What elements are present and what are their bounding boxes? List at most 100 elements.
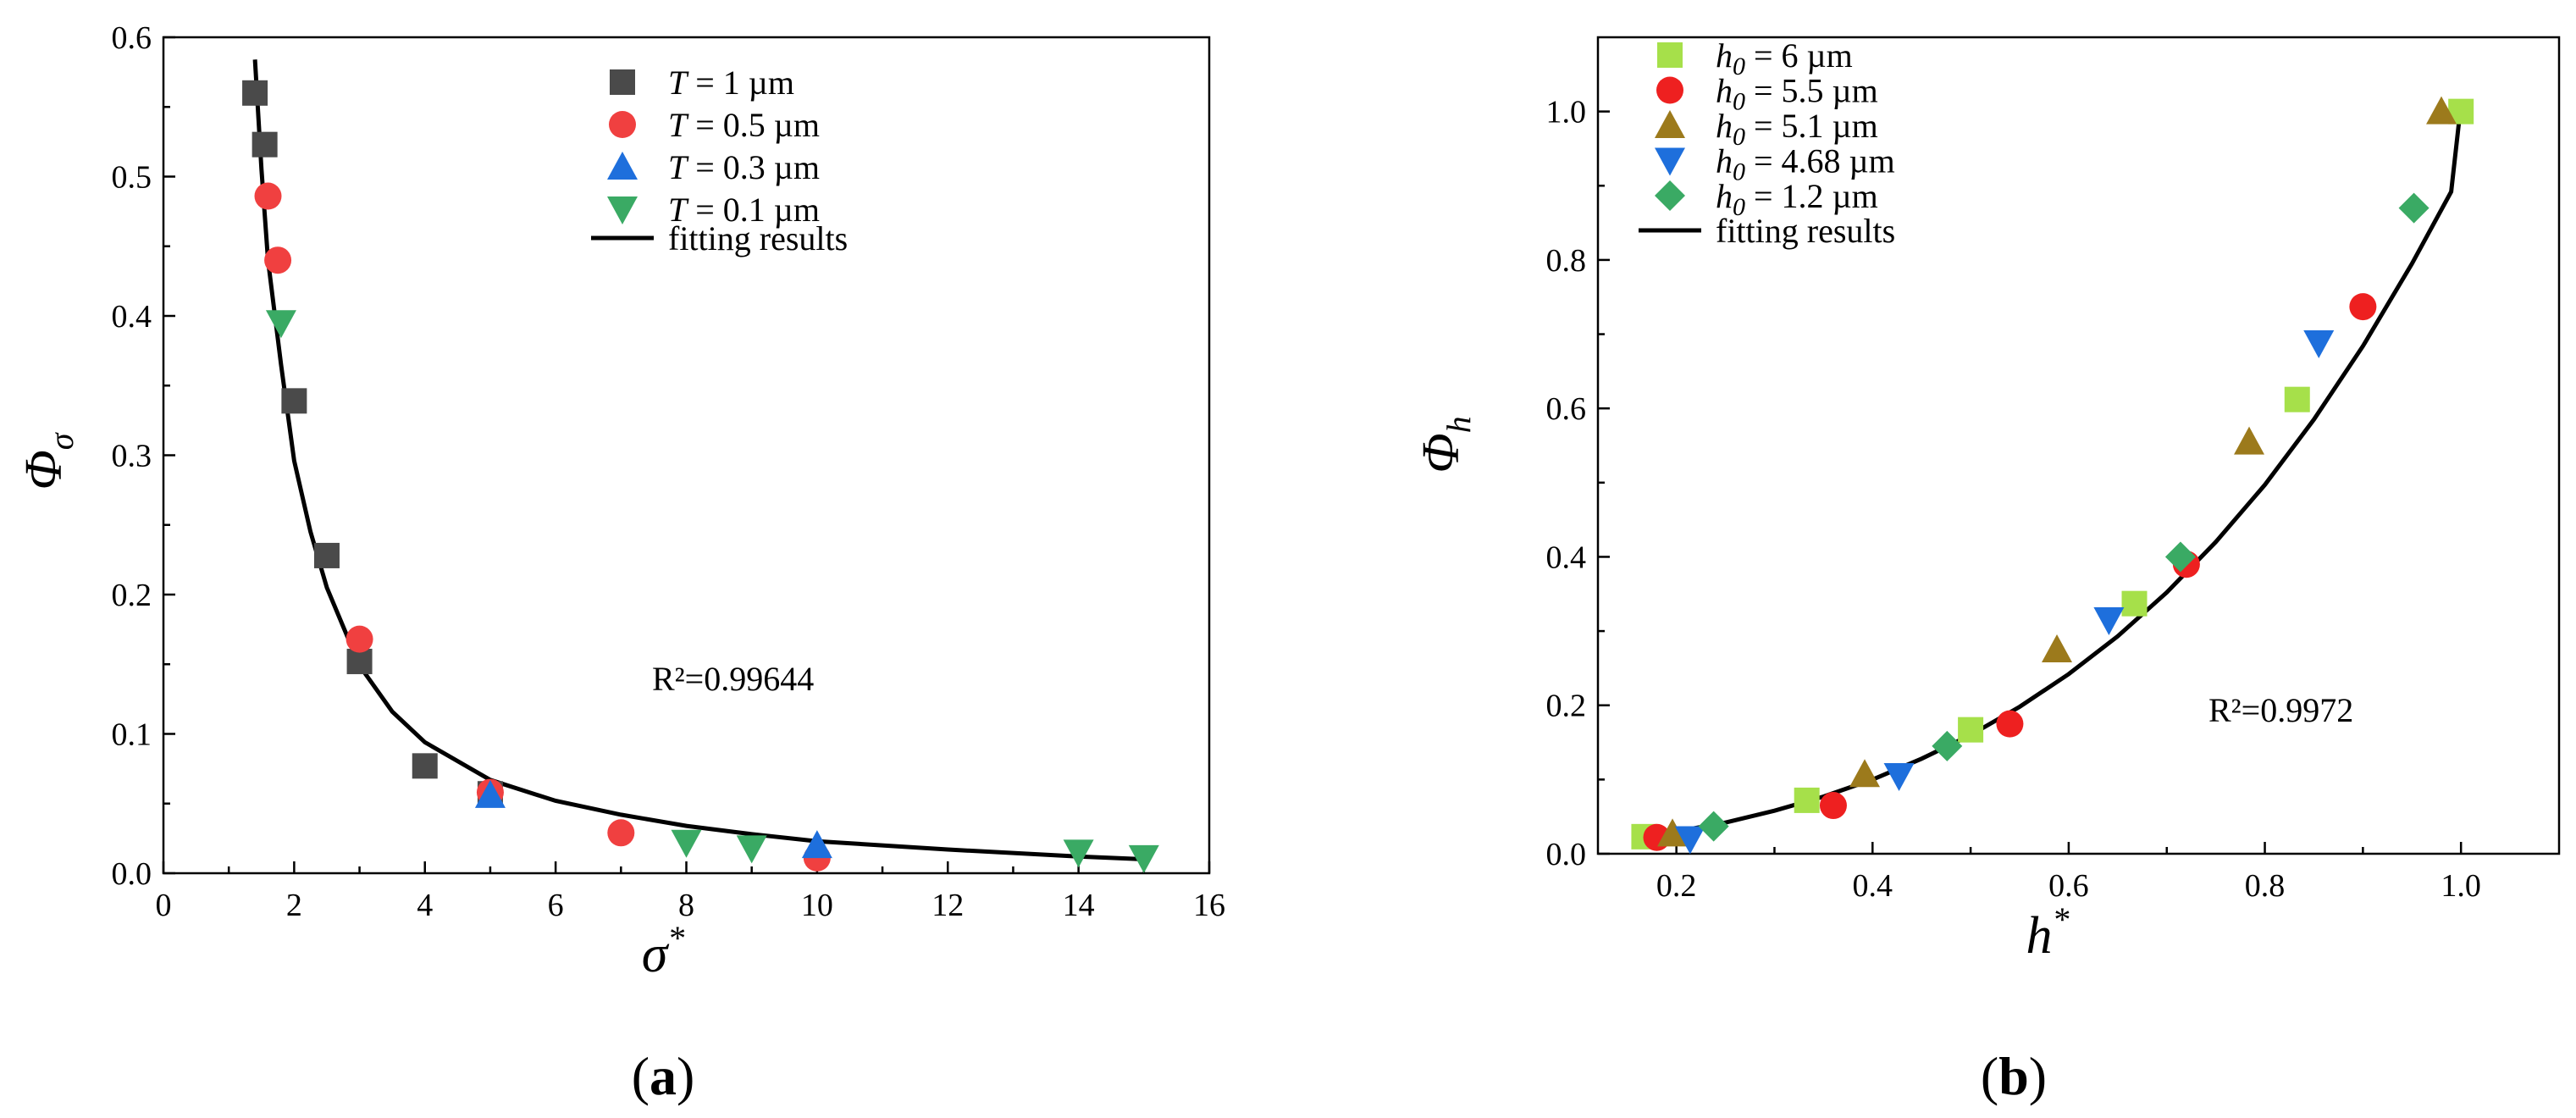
y-axis-subscript-b: h: [1440, 416, 1478, 433]
legend-label-2: h0 = 5.5 µm: [1716, 72, 1878, 116]
x-tick-label: 2: [286, 888, 302, 923]
y-tick-label: 0.4: [112, 299, 152, 335]
y-tick-label: 0.6: [112, 20, 152, 56]
legend-variable: T: [668, 191, 689, 229]
legend-variable: T: [668, 148, 689, 186]
axis-ticks-b: 0.2 0.4 0.6 0.8 1.0 0.0 0.2 0.4 0.6 0.8 1.0: [1546, 95, 2481, 904]
data-point-series-4: [1063, 839, 1094, 868]
data-point-series-1: [1958, 717, 1984, 743]
x-tick-label: 0.4: [1853, 868, 1893, 904]
y-tick-label: 0.0: [1546, 837, 1587, 872]
data-point-series-4: [2093, 606, 2125, 635]
legend-variable: h: [1716, 177, 1733, 215]
fit-curve: [1646, 103, 2463, 840]
x-tick-label: 6: [548, 888, 564, 923]
data-points-b: [1631, 96, 2474, 855]
x-tick-label: 14: [1063, 888, 1095, 923]
legend-marker-5: [1655, 180, 1685, 211]
data-point-series-3: [474, 779, 506, 808]
data-point-series-1: [1794, 787, 1820, 813]
legend-marker-2: [1656, 76, 1683, 104]
legend-label-4: h0 = 4.68 µm: [1716, 142, 1895, 186]
legend-marker-1: [1657, 42, 1683, 68]
data-point-series-4: [265, 310, 296, 339]
legend-value: = 0.3 µm: [687, 148, 820, 186]
data-point-series-1: [2121, 590, 2148, 617]
legend-value: = 5.1 µm: [1745, 107, 1878, 145]
data-point-series-1: [252, 131, 278, 158]
legend-marker-3: [607, 152, 638, 180]
x-axis-superscript-b: *: [2053, 900, 2070, 938]
data-point-series-1: [242, 80, 268, 106]
fit-layer-b: [1646, 103, 2463, 840]
y-tick-label: 1.0: [1546, 95, 1587, 130]
y-tick-label: 0.4: [1546, 540, 1587, 575]
data-points-a: [242, 80, 1159, 873]
data-point-series-2: [1996, 710, 2024, 738]
y-axis-symbol-a: Φ: [15, 450, 73, 490]
x-tick-label: 1.0: [2441, 868, 2481, 904]
y-tick-label: 0.6: [1546, 391, 1587, 427]
data-point-series-1: [2284, 386, 2310, 412]
x-tick-label: 12: [931, 888, 964, 923]
data-point-series-4: [2303, 330, 2335, 359]
data-point-series-2: [607, 819, 635, 847]
legend-label-1: T = 1 µm: [668, 64, 794, 102]
r-squared-label-b: R²=0.9972: [2208, 691, 2353, 729]
svg-text:Φσ: Φσ: [15, 432, 80, 490]
plot-frame-b: [1596, 36, 2561, 855]
legend-marker-4: [607, 196, 638, 224]
legend-variable: T: [668, 106, 689, 144]
svg-text:σ*: σ*: [642, 919, 685, 983]
y-tick-label: 0.2: [112, 578, 152, 613]
legend-value: = 0.1 µm: [687, 191, 820, 229]
y-tick-label: 0.2: [1546, 689, 1587, 724]
data-point-series-4: [1883, 762, 1915, 791]
legend-label-5: h0 = 1.2 µm: [1716, 177, 1878, 221]
legend-subscript: 0: [1733, 123, 1745, 151]
data-point-series-1: [281, 388, 307, 414]
legend-label-2: T = 0.5 µm: [668, 106, 820, 144]
x-axis-title-b: h*: [2026, 900, 2070, 965]
legend-fit-label: fitting results: [668, 219, 848, 257]
y-tick-label: 0.8: [1546, 243, 1587, 279]
legend-subscript: 0: [1733, 193, 1745, 221]
x-tick-label: 8: [678, 888, 694, 923]
legend-variable: h: [1716, 142, 1733, 180]
y-axis-symbol-b: Φ: [1412, 433, 1470, 473]
x-tick-label: 0: [156, 888, 172, 923]
y-tick-label: 0.1: [112, 717, 152, 753]
legend-variable: h: [1716, 72, 1733, 110]
data-point-series-1: [412, 753, 438, 779]
y-tick-label: 0.3: [112, 439, 152, 474]
data-point-series-4: [736, 835, 767, 864]
chart-panel-a: 0 2 4 6 8 10 12 14 16 0.0 0.1 0.2 0.3 0.4 0.5 0.6 T = 1…: [15, 20, 1225, 1106]
panel-label-a: (a): [632, 1046, 695, 1106]
x-tick-label: 10: [801, 888, 833, 923]
legend-value: = 5.5 µm: [1745, 72, 1878, 110]
legend-value: = 6 µm: [1745, 36, 1853, 75]
data-point-series-2: [2349, 293, 2377, 321]
legend-a: T = 1 µmT = 0.5 µmT = 0.3 µmT = 0.1 µmfi…: [591, 64, 848, 257]
x-tick-label: 16: [1193, 888, 1225, 923]
y-axis-title-b: Φh: [1412, 416, 1478, 473]
data-point-series-2: [345, 625, 373, 653]
data-point-series-2: [1819, 792, 1847, 820]
chart-panel-b: 0.2 0.4 0.6 0.8 1.00.00.20.40.60.81.0 h0 = 6…: [1412, 36, 2561, 1106]
data-point-series-5: [2164, 541, 2196, 573]
x-axis-title-a: σ*: [642, 919, 685, 983]
legend-variable: T: [668, 64, 689, 102]
y-axis-subscript-a: σ: [42, 432, 80, 450]
data-point-series-4: [1128, 844, 1159, 873]
r-squared-label-a: R²=0.99644: [652, 660, 814, 698]
data-point-series-3: [801, 830, 832, 859]
svg-text:h*: h*: [2026, 900, 2070, 965]
x-axis-symbol-a: σ: [642, 926, 670, 983]
legend-variable: h: [1716, 36, 1733, 75]
data-point-series-3: [1657, 818, 1689, 847]
data-point-series-1: [346, 648, 373, 674]
x-tick-label: 0.8: [2245, 868, 2286, 904]
legend-label-3: h0 = 5.1 µm: [1716, 107, 1878, 151]
legend-value: = 1.2 µm: [1745, 177, 1878, 215]
